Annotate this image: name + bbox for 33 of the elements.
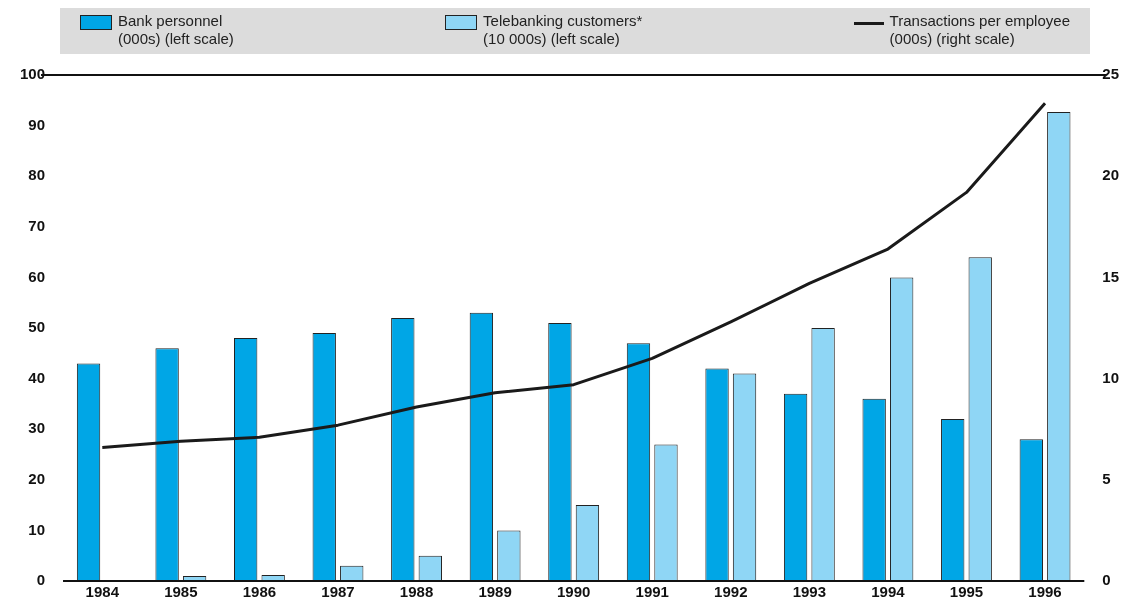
y-tick-label: 50 (28, 318, 46, 336)
y-tick-label: 80 (28, 166, 46, 184)
x-tick-label: 1991 (635, 583, 669, 601)
y-tick-label: 60 (28, 267, 46, 285)
legend-label: Bank personnel (000s) (left scale) (118, 12, 234, 48)
x-tick-label: 1986 (242, 583, 277, 601)
y-tick-label: 40 (28, 368, 46, 386)
x-tick-label: 1987 (321, 583, 355, 601)
y-tick-label: 20 (28, 469, 46, 487)
legend-label: Telebanking customers* (10 000s) (left scale) (483, 12, 643, 48)
x-tick-label: 1985 (164, 583, 198, 601)
y-tick-label: 10 (28, 520, 46, 538)
y-tick-label: 100 (20, 65, 46, 83)
x-tick-label: 1988 (399, 583, 434, 601)
x-tick-label: 1996 (1028, 583, 1062, 601)
y-tick-label: 30 (28, 419, 46, 437)
x-tick-label: 1994 (871, 583, 906, 601)
x-tick-label: 1992 (714, 583, 748, 601)
legend-label: Transactions per employee (000s) (right scale) (889, 12, 1070, 48)
y2-tick-label: 5 (1102, 469, 1111, 487)
x-tick-label: 1990 (556, 583, 591, 601)
x-tick-label: 1995 (949, 583, 984, 601)
y-tick-label: 70 (28, 216, 46, 234)
x-tick-label: 1989 (478, 583, 512, 601)
y2-tick-label: 15 (1102, 267, 1119, 285)
y-tick-label: 90 (28, 115, 46, 133)
y2-tick-label: 10 (1102, 368, 1119, 386)
y2-tick-label: 20 (1102, 166, 1119, 184)
x-tick-label: 1993 (792, 583, 827, 601)
y2-tick-label: 25 (1102, 65, 1119, 83)
x-tick-label: 1984 (85, 583, 120, 601)
y2-tick-label: 0 (1102, 571, 1111, 589)
y-tick-label: 0 (36, 571, 46, 589)
